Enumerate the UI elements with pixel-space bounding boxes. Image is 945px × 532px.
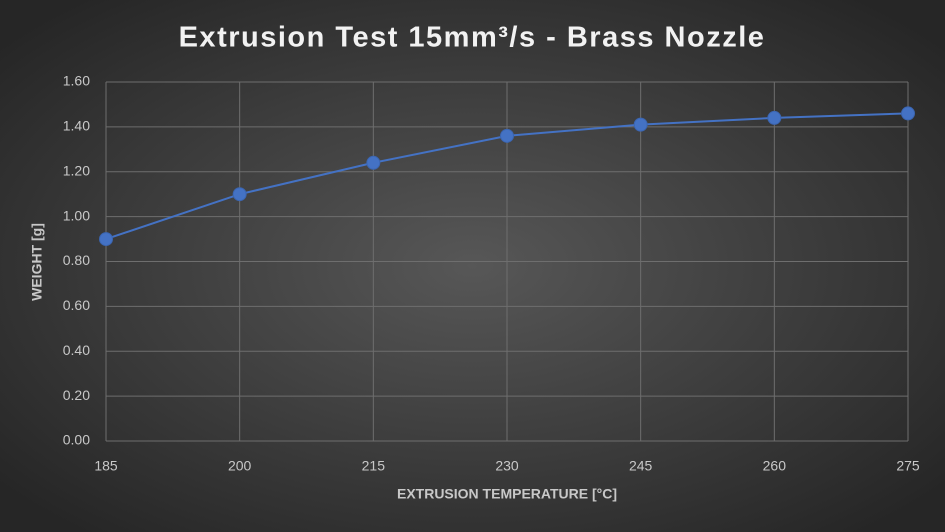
data-point: [366, 155, 381, 170]
y-tick-label: 0.80: [63, 252, 90, 268]
x-tick-label: 245: [629, 458, 653, 474]
x-tick-label: 200: [228, 458, 252, 474]
data-point: [232, 187, 247, 202]
x-tick-label: 260: [763, 458, 787, 474]
data-point: [99, 232, 113, 247]
x-tick-label: 185: [94, 458, 118, 474]
y-tick-label: 1.20: [63, 162, 90, 178]
data-point: [767, 110, 782, 125]
y-axis-title: WEIGHT [g]: [29, 223, 45, 301]
grid: 0.00 0.20 0.40 0.60 0.80 1.00 1.20 1.40 1.60 185 2…: [63, 73, 920, 474]
x-tick-label: 230: [495, 458, 519, 474]
y-tick-label: 1.00: [63, 207, 90, 223]
x-axis-title: EXTRUSION TEMPERATURE [°C]: [397, 486, 617, 502]
y-tick-label: 0.40: [63, 342, 90, 358]
x-tick-label: 275: [896, 458, 920, 474]
data-point: [901, 106, 915, 121]
data-point: [500, 128, 514, 143]
y-tick-label: 1.60: [63, 73, 90, 89]
x-tick-label: 215: [362, 458, 386, 474]
plot: [99, 106, 915, 247]
y-tick-label: 0.60: [63, 297, 90, 313]
y-tick-label: 1.40: [63, 118, 90, 134]
chart-title: Extrusion Test 15mm³/s - Brass Nozzle: [179, 22, 766, 54]
data-point: [633, 117, 648, 132]
y-tick-label: 0.20: [63, 387, 90, 403]
y-tick-label: 0.00: [63, 432, 90, 448]
